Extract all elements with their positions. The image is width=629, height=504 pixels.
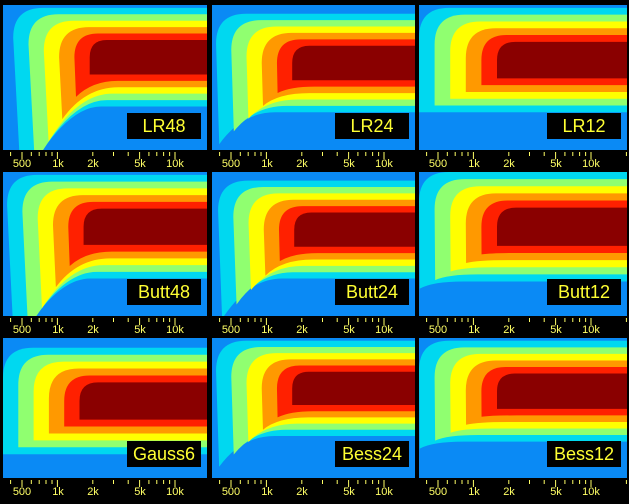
tick-label: 1k: [52, 324, 64, 336]
tick-label: 10k: [582, 486, 600, 498]
tick-label: 2k: [87, 158, 99, 170]
panel-label: Butt24: [346, 282, 398, 302]
tick-label: 1k: [261, 486, 273, 498]
tick-label: 500: [429, 486, 447, 498]
heatmap: [3, 347, 207, 455]
tick-label: 5k: [134, 324, 146, 336]
tick-label: 500: [13, 324, 31, 336]
tick-label: 500: [429, 158, 447, 170]
tick-label: 2k: [296, 324, 308, 336]
tick-label: 5k: [343, 324, 355, 336]
panel: LR48 500 1k 2k 5k 10k: [3, 5, 207, 170]
tick-label: 5k: [550, 158, 562, 170]
tick-label: 1k: [468, 158, 480, 170]
tick-label: 2k: [87, 486, 99, 498]
heat-band: [294, 212, 415, 247]
panel: Butt48 500 1k 2k 5k 10k: [3, 172, 207, 336]
panel: Gauss6 500 1k 2k 5k 10k: [3, 338, 207, 498]
panel-label: Gauss6: [133, 444, 195, 464]
tick-label: 500: [13, 158, 31, 170]
label-box: [127, 441, 201, 467]
panel: Butt12 500 1k 2k 5k 10k: [419, 172, 627, 336]
tick-label: 1k: [468, 486, 480, 498]
heatmap: [216, 340, 415, 467]
panel: LR12 500 1k 2k 5k 10k: [419, 5, 627, 170]
tick-label: 2k: [503, 486, 515, 498]
heat-band: [497, 41, 627, 79]
heat-band: [83, 208, 207, 245]
tick-label: 10k: [375, 324, 393, 336]
panel: Bess12 500 1k 2k 5k 10k: [419, 338, 627, 498]
tick-label: 2k: [296, 158, 308, 170]
tick-label: 1k: [468, 324, 480, 336]
heatmap: [419, 340, 627, 449]
panel: LR24 500 1k 2k 5k 10k: [212, 5, 415, 170]
tick-label: 5k: [134, 158, 146, 170]
panel-label: Bess24: [342, 444, 402, 464]
tick-label: 2k: [503, 158, 515, 170]
tick-label: 10k: [166, 486, 184, 498]
tick-label: 500: [222, 324, 240, 336]
label-box: [127, 113, 201, 139]
tick-label: 10k: [166, 324, 184, 336]
label-box: [547, 279, 621, 305]
tick-label: 1k: [52, 486, 64, 498]
tick-label: 2k: [296, 486, 308, 498]
tick-label: 10k: [375, 158, 393, 170]
panel: Bess24 500 1k 2k 5k 10k: [212, 338, 415, 498]
heat-band: [292, 371, 415, 406]
tick-label: 500: [13, 486, 31, 498]
heat-band: [292, 45, 415, 81]
tick-label: 1k: [52, 158, 64, 170]
panel-label: LR24: [350, 116, 393, 136]
tick-label: 10k: [375, 486, 393, 498]
label-box: [335, 441, 409, 467]
label-box: [547, 113, 621, 139]
tick-label: 5k: [134, 486, 146, 498]
heat-band: [79, 382, 207, 420]
heat-band: [497, 207, 627, 246]
tick-label: 10k: [166, 158, 184, 170]
tick-label: 1k: [261, 324, 273, 336]
label-box: [335, 279, 409, 305]
heatmap: [7, 174, 207, 316]
label-box: [127, 279, 201, 305]
tick-label: 5k: [550, 486, 562, 498]
label-box: [335, 113, 409, 139]
tick-label: 500: [222, 486, 240, 498]
tick-label: 2k: [87, 324, 99, 336]
heatmap: [13, 7, 207, 150]
heat-band: [497, 373, 627, 409]
panel-label: LR12: [562, 116, 605, 136]
tick-label: 5k: [343, 158, 355, 170]
heatmap: [218, 180, 415, 316]
tick-label: 5k: [343, 486, 355, 498]
panel-label: LR48: [142, 116, 185, 136]
heatmap: [419, 7, 627, 113]
tick-label: 5k: [550, 324, 562, 336]
panel-label: Butt48: [138, 282, 190, 302]
tick-label: 10k: [582, 324, 600, 336]
panel: Butt24 500 1k 2k 5k 10k: [212, 172, 415, 336]
tick-label: 500: [429, 324, 447, 336]
tick-label: 2k: [503, 324, 515, 336]
tick-label: 10k: [582, 158, 600, 170]
panel-label: Bess12: [554, 444, 614, 464]
label-box: [547, 441, 621, 467]
tick-label: 500: [222, 158, 240, 170]
heatmap: [216, 13, 415, 145]
heatmap: [419, 172, 627, 289]
panel-label: Butt12: [558, 282, 610, 302]
tick-label: 1k: [261, 158, 273, 170]
heat-band: [89, 39, 207, 75]
